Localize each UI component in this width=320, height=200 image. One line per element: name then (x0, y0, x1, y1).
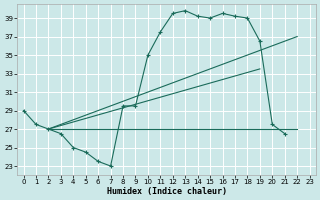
X-axis label: Humidex (Indice chaleur): Humidex (Indice chaleur) (107, 187, 227, 196)
